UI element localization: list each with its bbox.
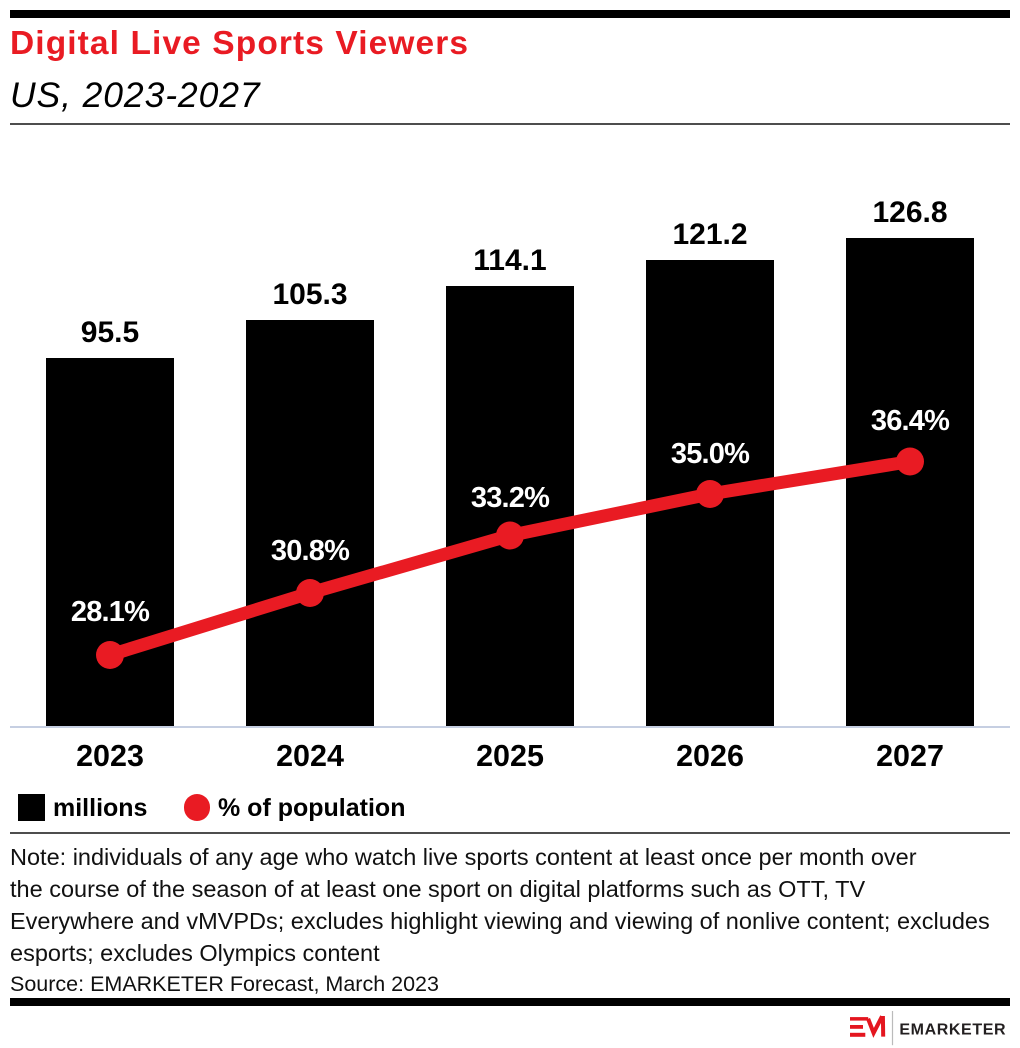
svg-text:EMARKETER: EMARKETER [899, 1021, 1006, 1038]
